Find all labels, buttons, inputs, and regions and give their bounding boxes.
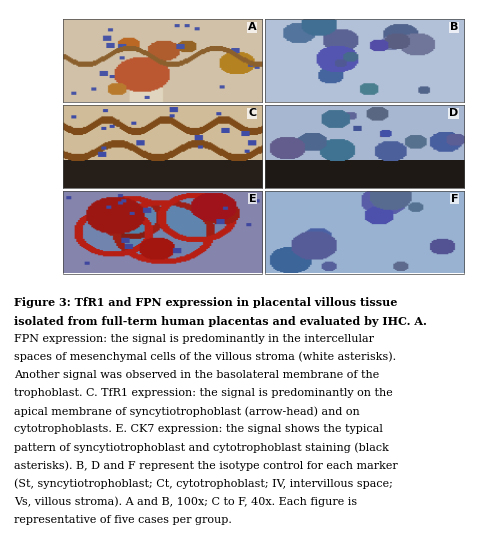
Text: representative of five cases per group.: representative of five cases per group.: [14, 515, 232, 525]
Text: trophoblast. C. TfR1 expression: the signal is predominantly on the: trophoblast. C. TfR1 expression: the sig…: [14, 388, 392, 398]
Text: A: A: [247, 22, 256, 32]
Text: D: D: [448, 108, 457, 118]
Text: spaces of mesenchymal cells of the villous stroma (white asterisks).: spaces of mesenchymal cells of the villo…: [14, 352, 396, 362]
Text: Vs, villous stroma). A and B, 100x; C to F, 40x. Each figure is: Vs, villous stroma). A and B, 100x; C to…: [14, 497, 357, 507]
Text: C: C: [248, 108, 256, 118]
Text: apical membrane of syncytiotrophoblast (arrow-head) and on: apical membrane of syncytiotrophoblast (…: [14, 406, 360, 417]
Text: Another signal was observed in the basolateral membrane of the: Another signal was observed in the basol…: [14, 370, 379, 380]
Text: FPN expression: the signal is predominantly in the intercellular: FPN expression: the signal is predominan…: [14, 334, 373, 344]
Text: isolated from full-term human placentas and evaluated by IHC. A.: isolated from full-term human placentas …: [14, 316, 426, 327]
Text: Figure 3: TfR1 and FPN expression in placental villous tissue: Figure 3: TfR1 and FPN expression in pla…: [14, 298, 397, 309]
Text: asterisks). B, D and F represent the isotype control for each marker: asterisks). B, D and F represent the iso…: [14, 461, 397, 471]
Text: F: F: [450, 194, 457, 204]
Text: (St, syncytiotrophoblast; Ct, cytotrophoblast; IV, intervillous space;: (St, syncytiotrophoblast; Ct, cytotropho…: [14, 479, 393, 489]
Text: B: B: [449, 22, 457, 32]
Text: pattern of syncytiotrophoblast and cytotrophoblast staining (black: pattern of syncytiotrophoblast and cytot…: [14, 443, 388, 453]
Text: cytotrophoblasts. E. CK7 expression: the signal shows the typical: cytotrophoblasts. E. CK7 expression: the…: [14, 424, 383, 434]
Text: E: E: [248, 194, 256, 204]
